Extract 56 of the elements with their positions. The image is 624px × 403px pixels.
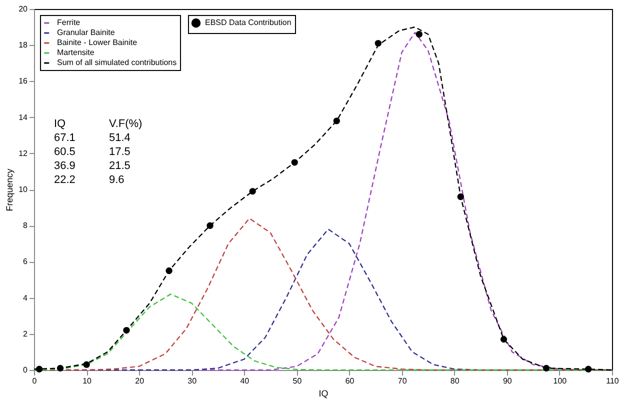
point	[333, 118, 340, 124]
annotation: 22.2	[54, 174, 76, 186]
x-tick-label: 50	[292, 376, 302, 386]
y-tick-label: 4	[23, 293, 28, 302]
point	[416, 30, 423, 38]
x-tick-label: 20	[135, 376, 145, 386]
x-axis-title: IQ	[318, 388, 328, 398]
annotation: 60.5	[54, 146, 76, 158]
point	[83, 361, 90, 368]
point	[500, 336, 508, 343]
legend-label: Bainite - Lower Bainite	[57, 38, 138, 47]
y-tick-label: 6	[23, 257, 28, 266]
legend-label: Sum of all simulated contributions	[57, 58, 177, 67]
point	[374, 40, 382, 47]
y-tick-label: 10	[18, 185, 28, 194]
point	[457, 193, 464, 200]
y-tick-label: 14	[18, 112, 28, 122]
y-tick-label: 0	[23, 366, 28, 374]
legend-label: Martensite	[57, 48, 95, 57]
legend-label: Granular Bainite	[57, 28, 116, 37]
x-tick-label: 40	[240, 376, 250, 386]
legend-label: Ferrite	[57, 18, 81, 27]
point	[585, 366, 592, 372]
x-tick-label: 110	[606, 376, 620, 386]
x-tick-label: 70	[398, 376, 408, 386]
point	[249, 188, 256, 195]
y-tick-label: 16	[18, 76, 28, 86]
y-tick-label: 20	[18, 4, 28, 14]
annotation: V.F(%)	[109, 118, 142, 130]
x-tick-label: 80	[450, 376, 460, 386]
point	[166, 267, 172, 274]
point	[542, 364, 550, 372]
annotation: 36.9	[54, 160, 76, 172]
x-tick-label: 60	[345, 376, 355, 386]
legend-label: EBSD Data Contribution	[205, 18, 292, 27]
y-tick-label: 8	[23, 221, 28, 230]
x-tick-label: 100	[553, 376, 568, 386]
point	[36, 366, 43, 372]
annotation: 17.5	[109, 146, 130, 158]
point	[291, 159, 298, 166]
annotation: 9.6	[109, 174, 124, 186]
y-axis-title: Frequency	[4, 168, 15, 212]
y-tick-label: 18	[18, 40, 28, 50]
point	[123, 326, 130, 334]
y-tick-label: 12	[18, 148, 28, 158]
y-tick-label: 2	[23, 329, 28, 338]
point	[56, 364, 64, 372]
annotation: 67.1	[54, 132, 76, 144]
x-tick-label: 0	[32, 376, 38, 386]
point	[206, 222, 214, 229]
x-tick-label: 90	[502, 376, 512, 386]
x-tick-label: 10	[82, 376, 92, 386]
annotation: IQ	[54, 118, 66, 130]
annotation: 21.5	[109, 160, 130, 172]
annotation: 51.4	[109, 132, 130, 144]
x-tick-label: 30	[188, 376, 198, 386]
